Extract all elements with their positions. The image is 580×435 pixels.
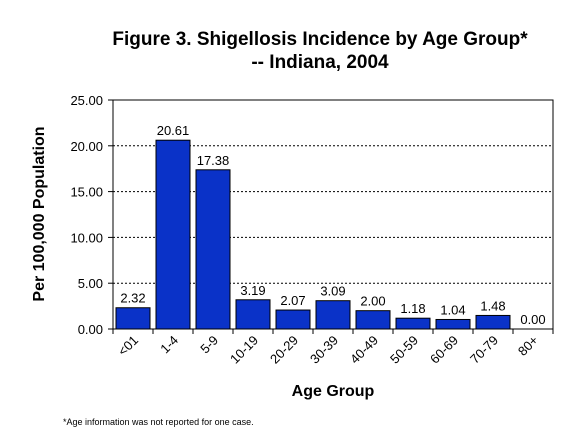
- x-tick-label: 60-69: [427, 333, 461, 367]
- bar: [115, 307, 151, 330]
- bar: [435, 318, 471, 330]
- data-label: 20.61: [157, 123, 190, 138]
- footnote: *Age information was not reported for on…: [63, 417, 254, 427]
- x-tick-label: 10-19: [227, 333, 261, 367]
- x-tick-label: 70-79: [467, 333, 501, 367]
- data-label: 3.09: [320, 284, 345, 299]
- plot-area-border: [112, 99, 554, 330]
- y-axis-label: Per 100,000 Population: [31, 126, 48, 301]
- x-tick-label: <01: [115, 333, 141, 359]
- data-label: 0.00: [520, 312, 545, 327]
- data-labels: 2.32 20.61 17.38 3.19 2.07 3.09 2.00 1.18 1.04 1.…: [120, 123, 545, 327]
- bar: [195, 169, 231, 330]
- chart-subtitle: -- Indiana, 2004: [251, 52, 389, 73]
- y-tick-labels: 0.00 5.00 10.00 15.00 20.00 25.00: [70, 93, 113, 337]
- x-tick-label: 80+: [515, 333, 541, 359]
- x-tick-label: 40-49: [347, 333, 381, 367]
- x-axis-label: Age Group: [292, 383, 375, 400]
- bar: [155, 139, 191, 330]
- bar: [475, 314, 511, 330]
- data-label: 1.48: [480, 298, 505, 313]
- bar: [275, 309, 311, 330]
- data-label: 17.38: [197, 153, 230, 168]
- x-tick-label: 1-4: [157, 333, 181, 357]
- data-label: 1.18: [400, 301, 425, 316]
- x-tick-label: 30-39: [307, 333, 341, 367]
- bar: [315, 300, 351, 330]
- bars: [115, 139, 511, 330]
- bar: [235, 299, 271, 330]
- x-tick-label: 20-29: [267, 333, 301, 367]
- y-tick-label: 0.00: [78, 322, 103, 337]
- y-tick-label: 20.00: [70, 139, 103, 154]
- data-label: 1.04: [440, 302, 465, 317]
- bar: [355, 310, 391, 330]
- chart-title: Figure 3. Shigellosis Incidence by Age G…: [112, 29, 528, 50]
- y-tick-label: 5.00: [78, 276, 103, 291]
- y-tick-label: 10.00: [70, 230, 103, 245]
- bar: [395, 317, 431, 330]
- x-tick-labels: <01 1-4 5-9 10-19 20-29 30-39 40-49 50-59 60-69 7…: [112, 329, 554, 367]
- y-tick-label: 15.00: [70, 185, 103, 200]
- x-tick-label: 50-59: [387, 333, 421, 367]
- data-label: 3.19: [240, 283, 265, 298]
- data-label: 2.00: [360, 294, 385, 309]
- y-tick-label: 25.00: [70, 93, 103, 108]
- data-label: 2.32: [120, 291, 145, 306]
- x-tick-label: 5-9: [197, 333, 221, 357]
- data-label: 2.07: [280, 293, 305, 308]
